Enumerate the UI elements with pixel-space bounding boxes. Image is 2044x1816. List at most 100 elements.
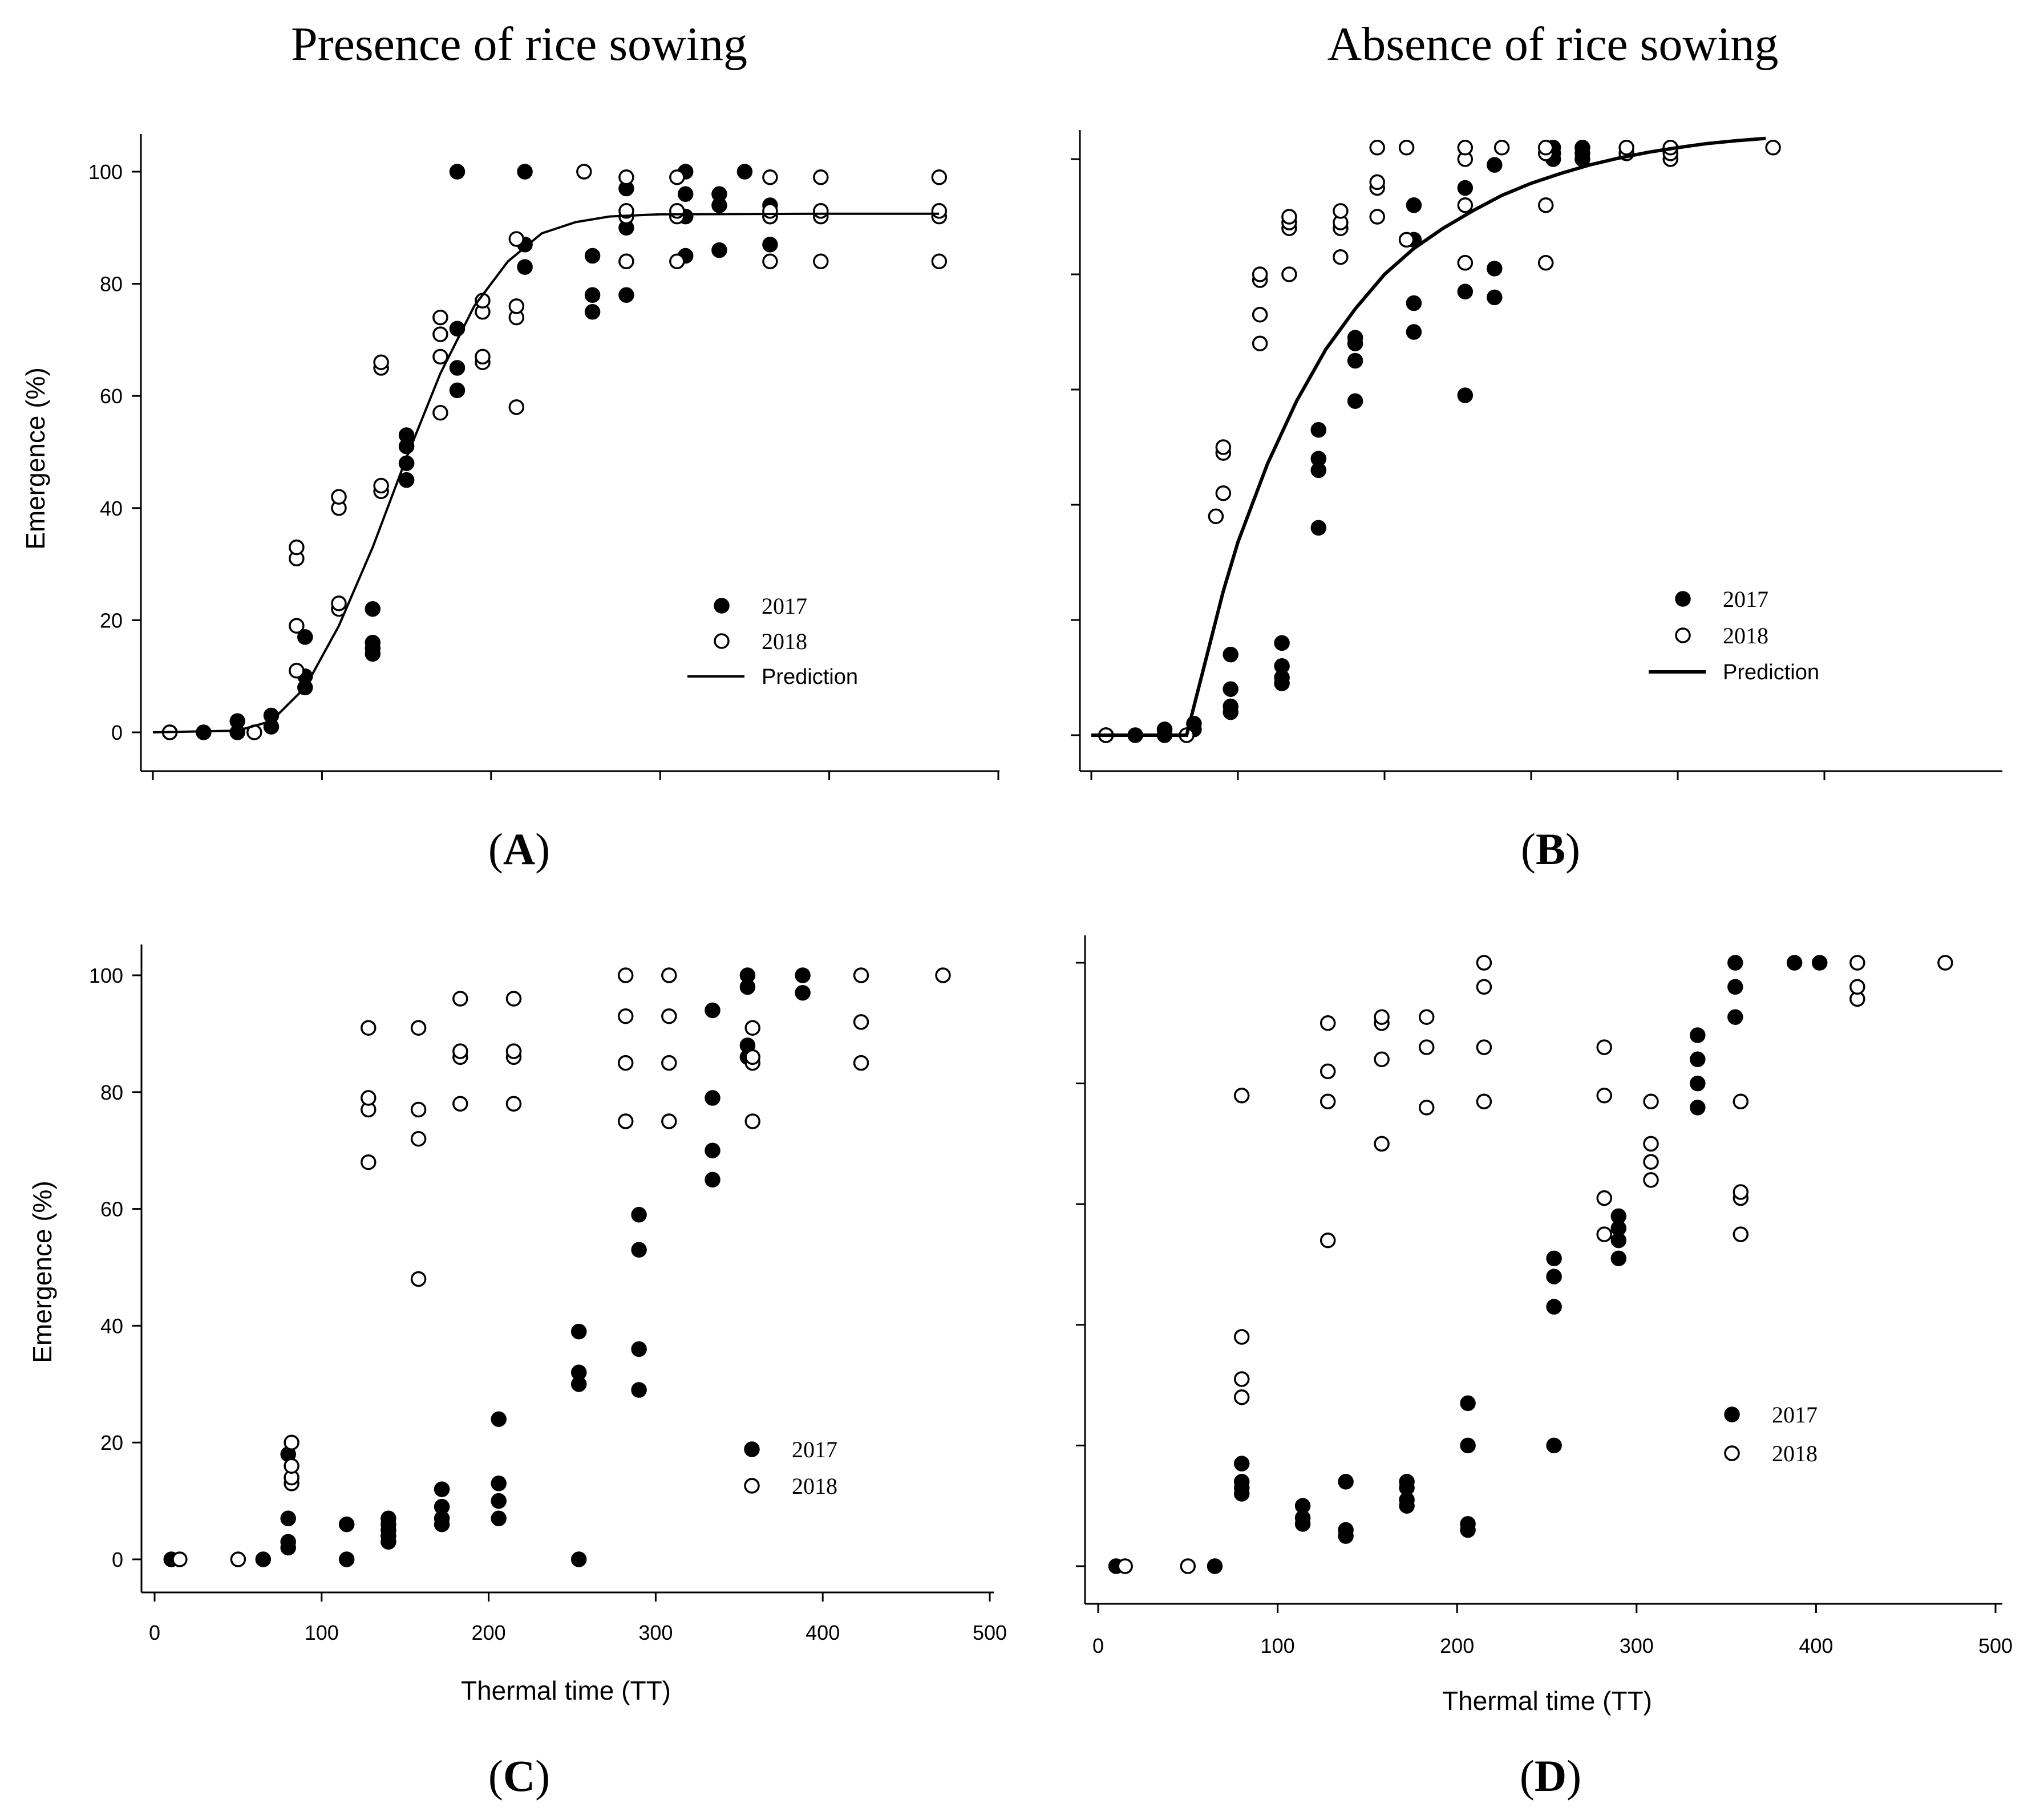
point-2017 (618, 287, 634, 303)
point-2017 (1546, 1437, 1562, 1454)
point-2017 (449, 360, 466, 376)
point-2018 (1117, 1558, 1133, 1574)
y-axis-title: Emergence (%) (21, 367, 50, 550)
point-2018 (1374, 1009, 1390, 1025)
point-2018 (1476, 1093, 1492, 1110)
point-2018 (1733, 1184, 1749, 1200)
point-2018 (617, 1055, 634, 1071)
point-2018 (1537, 140, 1554, 156)
point-2018 (935, 967, 951, 983)
point-2018 (1849, 955, 1865, 971)
point-2018 (1937, 955, 1953, 971)
point-2017 (1610, 1250, 1627, 1267)
point-2018 (669, 203, 685, 219)
point-2017 (1610, 1208, 1627, 1225)
point-2017 (1207, 1558, 1223, 1574)
point-2018 (1643, 1093, 1659, 1110)
y-tick-label: 80 (100, 273, 123, 296)
point-2018 (762, 253, 778, 270)
point-2017 (705, 1142, 721, 1158)
point-2018 (505, 991, 522, 1007)
y-tick-label: 40 (100, 497, 123, 520)
point-2018 (508, 231, 525, 247)
point-2018 (1596, 1039, 1612, 1055)
point-2017 (398, 472, 415, 488)
point-2017 (338, 1516, 355, 1533)
point-2018 (1333, 249, 1349, 265)
point-2018 (410, 1101, 427, 1118)
point-2018 (452, 1043, 468, 1059)
point-2018 (1333, 203, 1349, 219)
point-2017 (1406, 324, 1422, 340)
point-2018 (744, 1049, 760, 1065)
point-2018 (744, 1020, 760, 1036)
point-2018 (1643, 1136, 1659, 1152)
x-tick-label: 200 (472, 1621, 506, 1644)
x-tick-label: 400 (806, 1621, 840, 1644)
point-2018 (1476, 979, 1492, 995)
point-2017 (795, 967, 811, 983)
legend: 2017 2018 Prediction (687, 593, 858, 689)
point-2017 (705, 1172, 721, 1188)
point-2018 (618, 203, 634, 219)
point-2017 (449, 164, 466, 180)
left-column-title: Presence of rice sowing (291, 18, 747, 71)
point-2018 (1596, 1088, 1612, 1104)
point-2017 (1457, 387, 1474, 403)
point-2018 (289, 618, 305, 634)
point-2017 (631, 1382, 647, 1398)
point-2018 (284, 1458, 299, 1474)
point-2018 (1849, 979, 1865, 995)
legend-marker-2017 (1724, 1406, 1740, 1422)
point-2018 (1233, 1088, 1250, 1104)
legend-marker-2017 (714, 598, 730, 614)
point-2018 (172, 1551, 188, 1567)
x-axis-title: Thermal time (TT) (1442, 1686, 1652, 1716)
point-2018 (361, 1154, 377, 1170)
point-2017 (434, 1499, 450, 1515)
point-2017 (795, 984, 811, 1001)
point-2018 (1369, 174, 1385, 190)
point-2017 (677, 186, 694, 202)
point-2017 (1727, 955, 1743, 971)
point-2017 (1811, 955, 1828, 971)
point-2018 (1418, 1100, 1435, 1116)
legend-label-2017: 2017 (1772, 1402, 1818, 1428)
point-2017 (398, 427, 415, 443)
point-2017 (1727, 979, 1743, 995)
point-2017 (584, 248, 601, 264)
y-tick-label: 60 (100, 1198, 123, 1221)
point-2018 (1537, 197, 1554, 213)
point-2018 (331, 595, 347, 611)
panel-label-a: (A) (488, 824, 550, 874)
point-2017 (1406, 295, 1422, 311)
point-2017 (365, 634, 381, 651)
point-2018 (1618, 140, 1634, 156)
point-2018 (432, 326, 448, 342)
point-2018 (762, 169, 778, 185)
point-2017 (584, 287, 601, 303)
panel-label-d: (D) (1520, 1751, 1581, 1801)
point-2018 (1233, 1329, 1250, 1345)
legend-label-2017: 2017 (1723, 586, 1768, 612)
legend-label-prediction: Prediction (762, 665, 858, 689)
x-tick-label: 500 (1978, 1634, 2013, 1657)
point-2017 (631, 1207, 647, 1223)
legend: 2017 2018 Prediction (1649, 586, 1819, 684)
point-2017 (1460, 1395, 1476, 1412)
point-2018 (1369, 209, 1385, 225)
point-2018 (432, 309, 448, 326)
point-2017 (1274, 658, 1290, 674)
point-2017 (1347, 330, 1363, 346)
point-2017 (365, 601, 381, 617)
point-2018 (1476, 1039, 1492, 1055)
y-axis-title: Emergence (%) (27, 1181, 57, 1363)
y-tick-label: 60 (100, 384, 123, 408)
point-2018 (618, 169, 634, 185)
point-2018 (1215, 439, 1232, 455)
point-2018 (1281, 266, 1297, 282)
y-tick-label: 40 (100, 1314, 123, 1337)
point-2018 (1476, 955, 1492, 971)
point-2017 (1399, 1474, 1415, 1490)
